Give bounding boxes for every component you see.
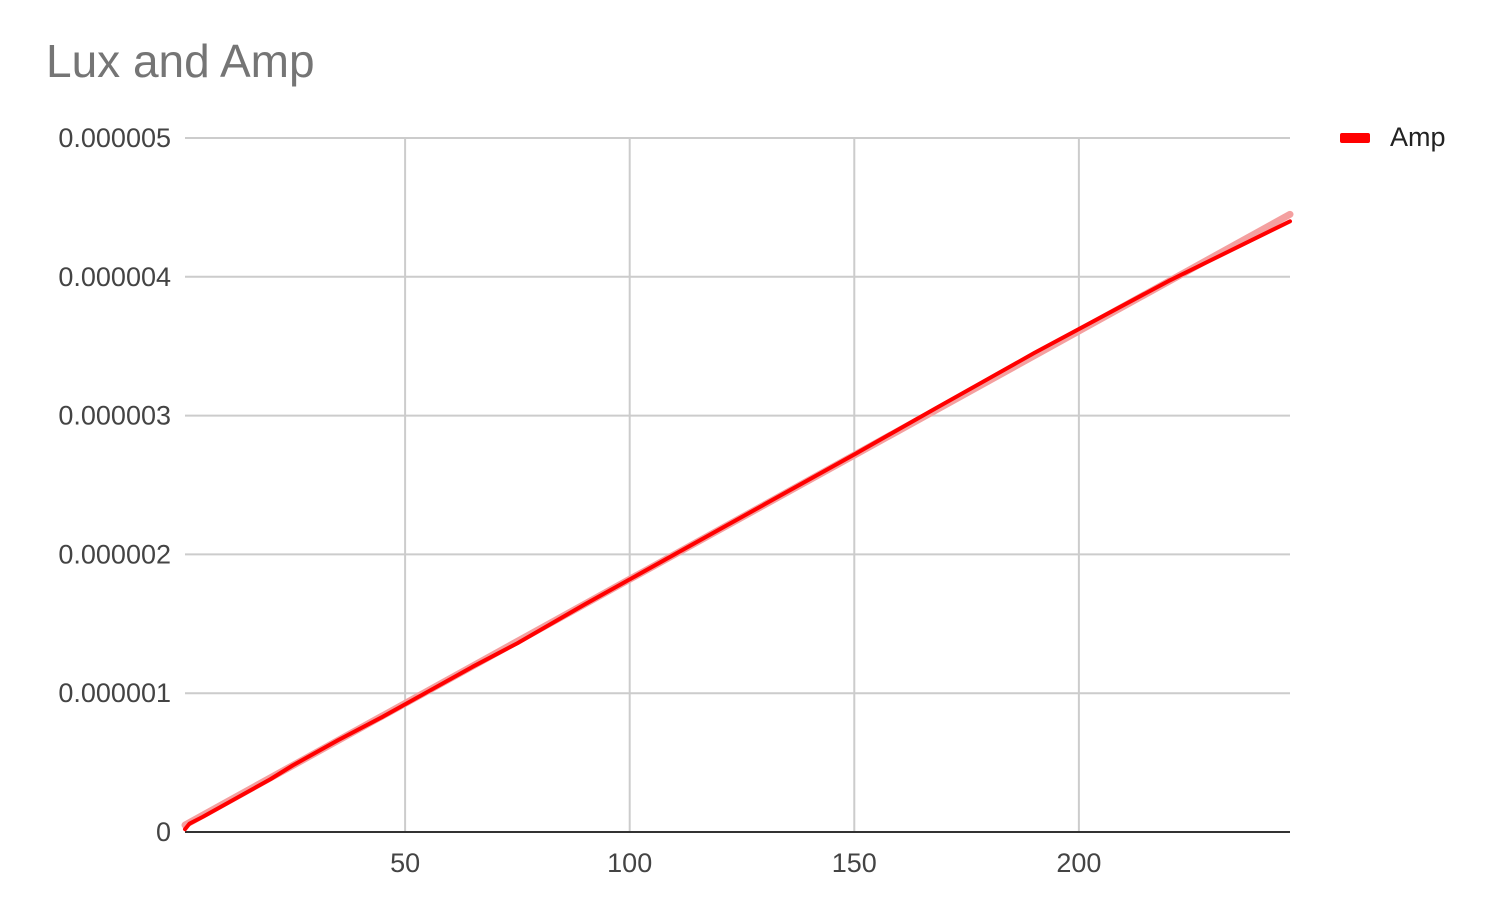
x-tick-label: 50 <box>390 848 420 878</box>
legend-label-amp: Amp <box>1390 122 1446 152</box>
grid <box>185 137 1290 832</box>
y-tick-label: 0 <box>156 817 171 847</box>
legend[interactable]: Amp <box>1340 122 1446 153</box>
y-tick-label: 0.000001 <box>58 678 171 708</box>
y-tick-label: 0.000003 <box>58 401 171 431</box>
y-tick-label: 0.000005 <box>58 123 171 153</box>
series-layer <box>183 219 1292 832</box>
y-axis-tick-labels: 0 0.000001 0.000002 0.000003 0.000004 0.00000… <box>58 123 171 847</box>
x-tick-label: 100 <box>607 848 652 878</box>
y-tick-label: 0.000002 <box>58 539 171 569</box>
x-axis-tick-labels: 50 100 150 200 <box>390 848 1101 878</box>
chart-title: Lux and Amp <box>46 35 315 87</box>
series-line-amp[interactable] <box>183 219 1292 832</box>
x-tick-label: 150 <box>832 848 877 878</box>
legend-swatch-amp <box>1340 132 1370 143</box>
x-tick-label: 200 <box>1056 848 1101 878</box>
y-tick-label: 0.000004 <box>58 262 171 292</box>
